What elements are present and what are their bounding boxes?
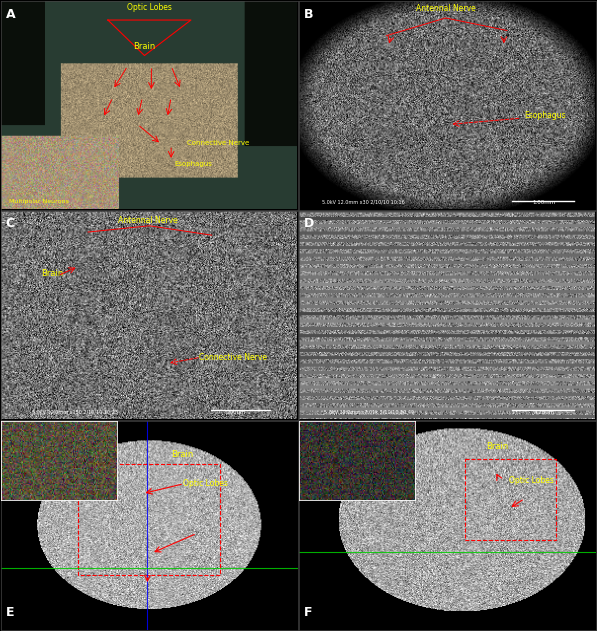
Text: Antennal Nerve: Antennal Nerve (118, 216, 177, 225)
Text: Esophagus: Esophagus (525, 111, 567, 120)
Text: B: B (304, 8, 313, 21)
Text: D: D (304, 218, 314, 230)
Text: Brain: Brain (133, 42, 156, 51)
Text: Optic Lobes: Optic Lobes (183, 479, 228, 488)
Text: 5.0kV 12.0mm x150 2/10/10 10:23: 5.0kV 12.0mm x150 2/10/10 10:23 (32, 410, 118, 415)
Text: Multipolar Neurons: Multipolar Neurons (9, 199, 69, 204)
Text: A: A (5, 8, 16, 21)
Text: E: E (6, 606, 15, 619)
Text: Brain: Brain (41, 269, 64, 278)
Text: 1.00mm: 1.00mm (533, 199, 556, 204)
Text: Optic Lobes: Optic Lobes (127, 3, 172, 11)
Bar (466, 459, 556, 540)
Text: C: C (5, 218, 15, 230)
Text: Optic Lobes: Optic Lobes (509, 476, 554, 485)
Text: 5.0kV 39.2mm x7.01k 2/10/10 10:49: 5.0kV 39.2mm x7.01k 2/10/10 10:49 (324, 410, 414, 415)
Text: F: F (304, 606, 313, 619)
Text: 5.0kV 12.0mm x30 2/10/10 10:16: 5.0kV 12.0mm x30 2/10/10 10:16 (322, 199, 405, 204)
Text: Brain: Brain (486, 442, 508, 451)
Bar (78, 464, 220, 575)
Text: 4.28um: 4.28um (534, 410, 555, 415)
Text: Antennal Nerve: Antennal Nerve (416, 4, 475, 13)
Text: Connective Nerve: Connective Nerve (199, 353, 267, 362)
Text: Connective Nerve: Connective Nerve (187, 140, 249, 146)
Text: 200um: 200um (227, 410, 246, 415)
Text: Brain: Brain (171, 450, 193, 459)
Text: Esophagus: Esophagus (174, 161, 212, 167)
